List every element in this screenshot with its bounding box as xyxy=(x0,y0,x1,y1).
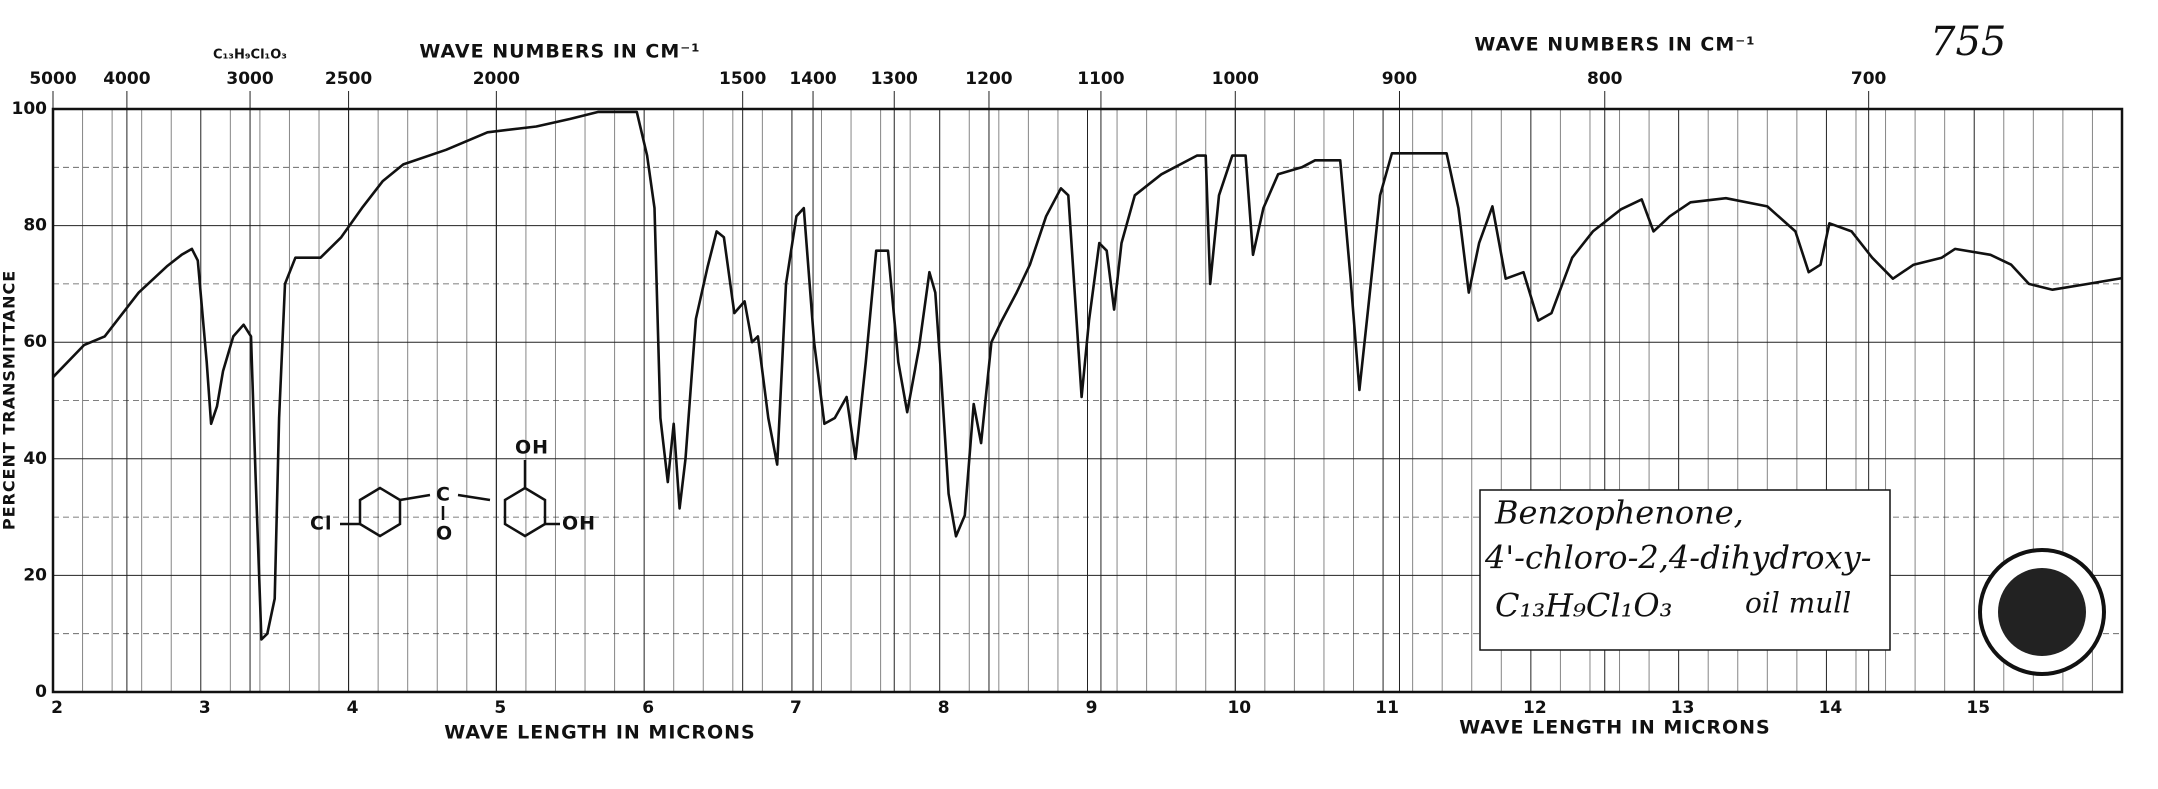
x-tick-label: 9 xyxy=(1086,698,1098,718)
x-tick-label: 11 xyxy=(1375,698,1399,718)
spectrum-line xyxy=(52,110,2123,641)
ring xyxy=(503,486,547,538)
y-tick-label: 60 xyxy=(23,332,47,352)
ring xyxy=(358,486,402,538)
logo xyxy=(1978,548,2106,676)
top-axis-label: WAVE NUMBERS IN CM⁻¹ xyxy=(419,41,700,63)
top-tick-label: 1400 xyxy=(789,69,836,89)
y-tick-label: 40 xyxy=(23,449,47,469)
x-tick-label: 15 xyxy=(1966,698,1990,718)
x-tick-label: 2 xyxy=(51,698,63,718)
atom-label: Cl xyxy=(310,513,332,535)
top-tick-label: 1100 xyxy=(1077,69,1124,89)
x-tick-label: 8 xyxy=(938,698,950,718)
compound-name: 4'-chloro-2,4-dihydroxy- xyxy=(1484,539,1871,577)
top-tick-label: 1300 xyxy=(871,69,918,89)
x-tick-label: 5 xyxy=(494,698,506,718)
x-tick-label: 3 xyxy=(199,698,211,718)
x-tick-label: 14 xyxy=(1819,698,1843,718)
x-axis-label: WAVE LENGTH IN MICRONS xyxy=(444,722,755,744)
atom-label: OH xyxy=(515,437,549,459)
spectrum-number: 755 xyxy=(1930,19,2006,65)
logo-center xyxy=(1998,568,2086,656)
top-tick-label: 800 xyxy=(1587,69,1623,89)
top-tick-label: 4000 xyxy=(103,69,150,89)
top-axis-label: WAVE NUMBERS IN CM⁻¹ xyxy=(1474,34,1755,56)
compound-name: Benzophenone, xyxy=(1494,494,1744,532)
x-tick-label: 7 xyxy=(790,698,802,718)
top-tick-label: 700 xyxy=(1851,69,1887,89)
x-tick-label: 12 xyxy=(1523,698,1547,718)
bond xyxy=(399,493,431,502)
y-tick-label: 0 xyxy=(35,682,47,702)
top-tick-label: 1200 xyxy=(965,69,1012,89)
top-tick-label: 900 xyxy=(1382,69,1418,89)
plot-frame xyxy=(51,107,2124,694)
y-tick-label: 80 xyxy=(23,216,47,236)
top-tick-label: 1500 xyxy=(719,69,766,89)
atom-label: C xyxy=(436,484,451,506)
x-axis-label: WAVE LENGTH IN MICRONS xyxy=(1459,717,1770,739)
top-tick-label: 1000 xyxy=(1212,69,1259,89)
top-tick-label: 5000 xyxy=(29,69,76,89)
bond xyxy=(457,493,491,502)
sample-medium: oil mull xyxy=(1745,587,1851,620)
x-tick-label: 4 xyxy=(347,698,359,718)
y-axis-label: PERCENT TRANSMITTANCE xyxy=(0,270,19,530)
compound-formula: C₁₃H₉Cl₁O₃ xyxy=(1495,587,1672,625)
x-tick-label: 10 xyxy=(1227,698,1251,718)
y-tick-label: 20 xyxy=(23,565,47,585)
x-tick-label: 13 xyxy=(1671,698,1695,718)
atom-label: O xyxy=(436,523,453,545)
atom-label: OH xyxy=(562,513,596,535)
structure: Cl C O OH OH xyxy=(310,437,596,545)
x-tick-label: 6 xyxy=(642,698,654,718)
top-tick-label: 2000 xyxy=(473,69,520,89)
y-tick-label: 100 xyxy=(12,99,48,119)
top-formula: C₁₃H₉Cl₁O₃ xyxy=(213,48,287,63)
label-box xyxy=(1479,489,1891,651)
top-tick-label: 3000 xyxy=(226,69,273,89)
top-tick-label: 2500 xyxy=(325,69,372,89)
